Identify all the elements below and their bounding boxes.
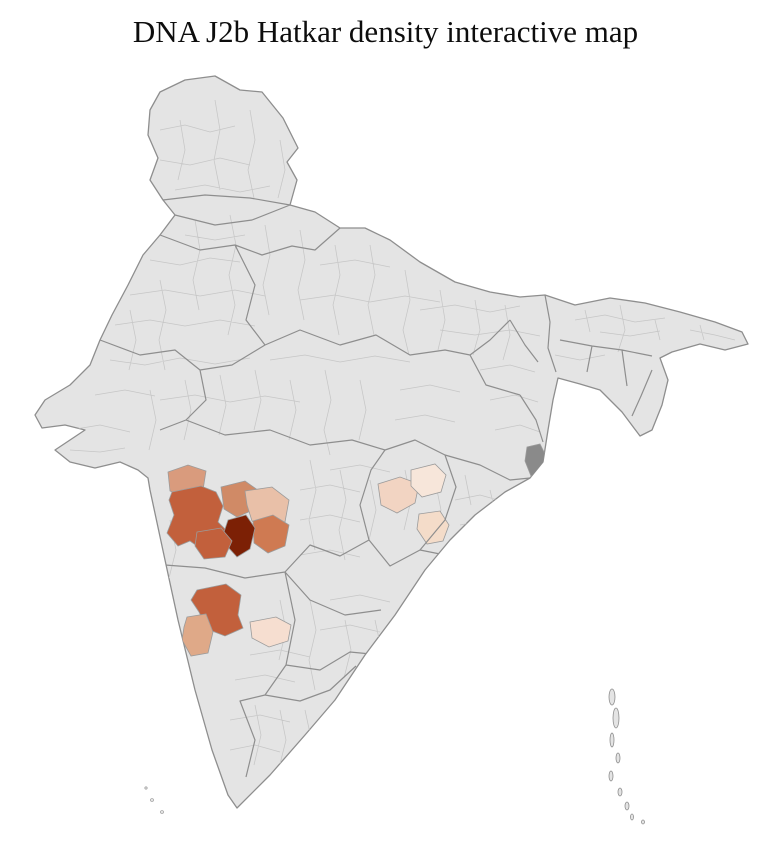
lakshadweep-islands bbox=[144, 786, 164, 814]
district-region[interactable] bbox=[190, 583, 244, 637]
district-region[interactable] bbox=[194, 527, 233, 560]
district-region[interactable] bbox=[249, 616, 292, 648]
page-title: DNA J2b Hatkar density interactive map bbox=[132, 14, 639, 49]
district-region[interactable] bbox=[416, 510, 450, 545]
district-region[interactable] bbox=[252, 514, 290, 554]
district-boundaries bbox=[69, 99, 736, 769]
state-boundaries bbox=[99, 194, 653, 778]
andaman-nicobar-islands bbox=[608, 688, 645, 825]
district-region[interactable] bbox=[181, 613, 214, 657]
district-region[interactable] bbox=[410, 463, 447, 498]
india-landmass[interactable] bbox=[34, 75, 749, 809]
district-region[interactable] bbox=[377, 476, 420, 514]
